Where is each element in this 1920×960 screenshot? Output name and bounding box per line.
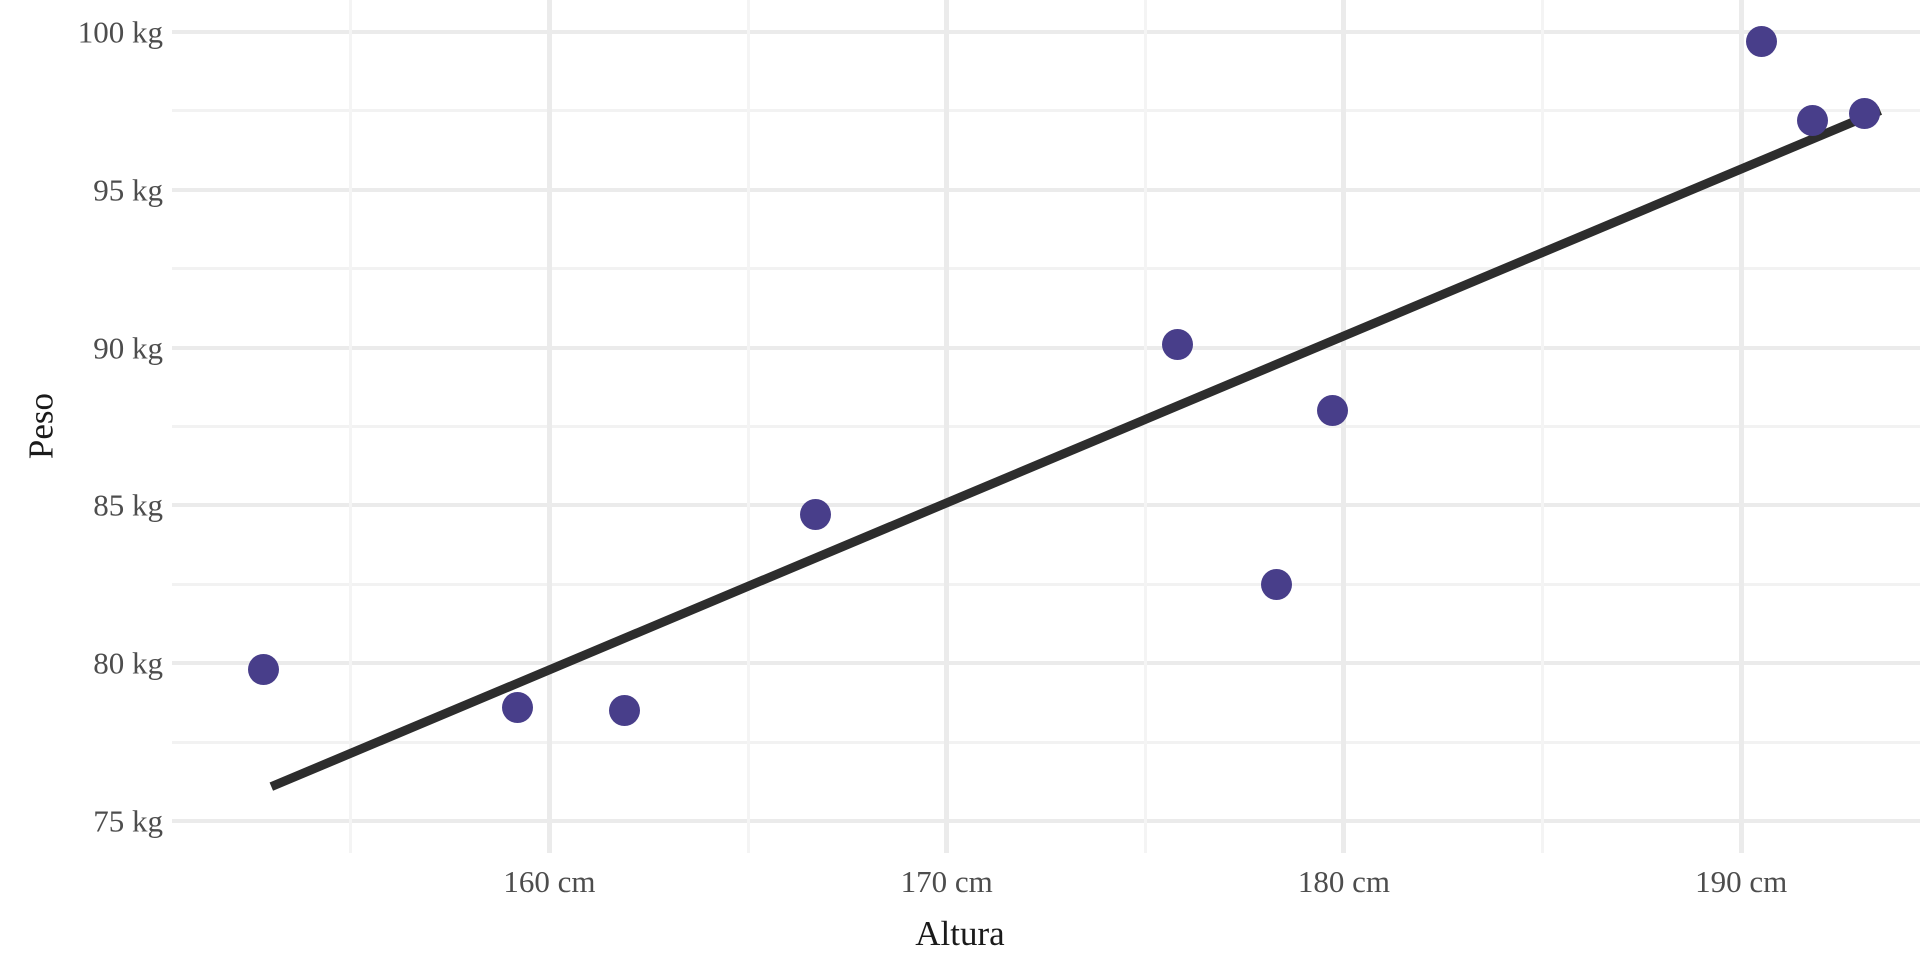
gridline-major-horizontal: [172, 819, 1920, 824]
data-point[interactable]: [1161, 328, 1193, 360]
gridline-major-vertical: [546, 0, 552, 853]
regression-line-layer: [269, 106, 1883, 791]
y-axis-title: Peso: [21, 392, 61, 460]
data-point[interactable]: [1316, 395, 1348, 427]
gridline-minor-vertical: [1143, 0, 1147, 853]
gridline-major-vertical: [1738, 0, 1744, 853]
data-point[interactable]: [247, 654, 279, 686]
gridline-major-vertical: [944, 0, 950, 853]
data-point[interactable]: [1260, 568, 1292, 600]
regression-line: [269, 106, 1883, 791]
x-axis-tick-label: 190 cm: [1695, 864, 1788, 899]
gridline-major-horizontal: [172, 345, 1920, 350]
plot-area: [172, 0, 1920, 853]
data-point[interactable]: [1797, 104, 1829, 136]
y-axis-tick-label: 75 kg: [93, 803, 163, 839]
gridline-minor-vertical: [746, 0, 750, 853]
gridline-minor-horizontal: [172, 109, 1920, 113]
y-axis-tick-label: 80 kg: [93, 645, 163, 681]
y-axis-tick-label: 95 kg: [93, 172, 163, 208]
data-point[interactable]: [609, 695, 641, 727]
gridline-major-horizontal: [172, 661, 1920, 666]
gridline-minor-vertical: [1541, 0, 1545, 853]
gridline-minor-horizontal: [172, 425, 1920, 428]
x-axis-tick-label: 170 cm: [900, 864, 993, 899]
gridline-minor-horizontal: [172, 740, 1920, 744]
data-point[interactable]: [1848, 98, 1880, 130]
y-axis-tick-label: 90 kg: [93, 330, 163, 366]
x-axis-title: Altura: [915, 914, 1005, 953]
y-axis-tick-label: 100 kg: [77, 14, 163, 50]
gridline-major-horizontal: [172, 187, 1920, 192]
gridline-major-vertical: [1341, 0, 1347, 853]
gridline-major-horizontal: [172, 29, 1920, 34]
gridline-minor-vertical: [349, 0, 353, 853]
gridline-minor-horizontal: [172, 582, 1920, 586]
x-axis-tick-label: 180 cm: [1297, 864, 1391, 899]
x-axis-tick-label: 160 cm: [503, 864, 596, 899]
data-point[interactable]: [1745, 25, 1777, 57]
y-axis-tick-label: 85 kg: [93, 487, 163, 523]
gridline-major-horizontal: [172, 503, 1920, 508]
data-point[interactable]: [800, 499, 832, 531]
data-point[interactable]: [502, 692, 534, 724]
gridline-minor-horizontal: [172, 267, 1920, 271]
